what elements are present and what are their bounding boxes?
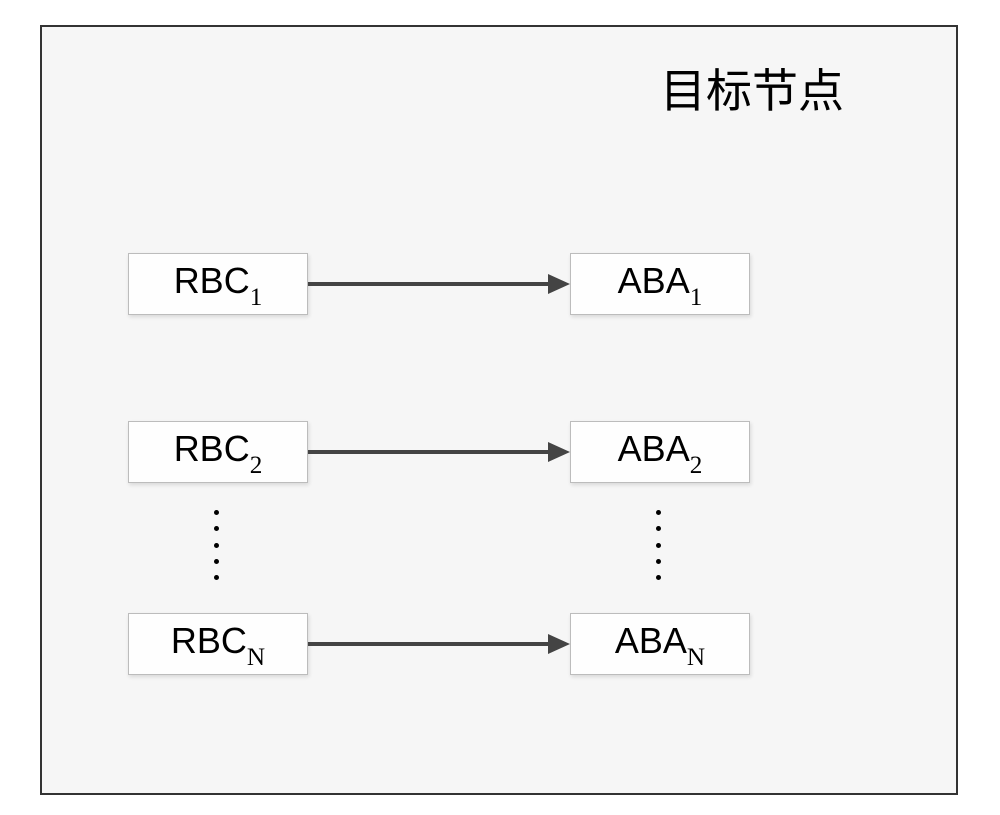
node-rbc-n-label: RBCN [171, 620, 265, 668]
title-text: 目标节点 [660, 66, 844, 117]
node-aba-2: ABA2 [570, 421, 750, 483]
vdots-left [214, 510, 219, 580]
arrow-n-head [548, 634, 570, 654]
arrow-2-head [548, 442, 570, 462]
node-rbc-1: RBC1 [128, 253, 308, 315]
arrow-n-line [308, 642, 550, 646]
arrow-1-head [548, 274, 570, 294]
diagram-title: 目标节点 [660, 55, 844, 121]
arrow-2-line [308, 450, 550, 454]
node-aba-2-label: ABA2 [618, 428, 703, 476]
node-aba-n: ABAN [570, 613, 750, 675]
node-rbc-n: RBCN [128, 613, 308, 675]
vdots-right [656, 510, 661, 580]
diagram-canvas: 目标节点 RBC1 ABA1 RBC2 ABA2 RBCN ABA [0, 0, 1000, 815]
node-aba-1-label: ABA1 [618, 260, 703, 308]
outer-container-box [40, 25, 958, 795]
node-aba-1: ABA1 [570, 253, 750, 315]
node-aba-n-label: ABAN [615, 620, 705, 668]
node-rbc-2: RBC2 [128, 421, 308, 483]
node-rbc-2-label: RBC2 [174, 428, 263, 476]
node-rbc-1-label: RBC1 [174, 260, 263, 308]
arrow-1-line [308, 282, 550, 286]
